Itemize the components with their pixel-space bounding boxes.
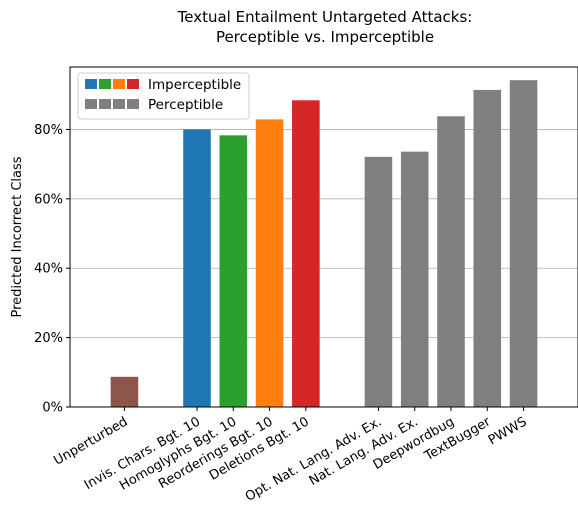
chart-title: Textual Entailment Untargeted Attacks: Pe…	[177, 8, 473, 46]
y-axis-label: Predicted Incorrect Class	[10, 156, 25, 317]
legend-swatch	[113, 99, 125, 109]
grid-lines	[70, 129, 578, 339]
y-axis-ticks: 0% 20% 40% 60% 80%	[34, 123, 70, 416]
bar	[292, 100, 320, 407]
chart-title-line-2: Perceptible vs. Imperceptible	[216, 28, 434, 46]
bar	[400, 151, 429, 407]
legend-label: Imperceptible	[148, 77, 241, 93]
legend-swatch	[85, 79, 97, 89]
legend-swatch	[113, 79, 125, 89]
y-tick-label: 40%	[34, 262, 63, 277]
bar	[255, 119, 284, 407]
bar	[364, 156, 393, 407]
bar	[219, 135, 248, 408]
axes-frame	[69, 66, 578, 408]
legend: Imperceptible Perceptible	[77, 72, 250, 120]
x-tick-label: PWWS	[486, 414, 530, 448]
y-tick-label: 80%	[34, 123, 63, 138]
y-tick-label: 0%	[42, 401, 63, 416]
legend-swatch	[127, 99, 139, 109]
bar	[110, 376, 139, 407]
y-tick-label: 20%	[34, 331, 63, 346]
plot-frame	[69, 66, 578, 408]
y-tick-label: 60%	[34, 192, 63, 207]
bar	[183, 129, 211, 407]
legend-swatch	[99, 99, 111, 109]
bars	[110, 80, 538, 408]
legend-label: Perceptible	[148, 97, 223, 113]
bar	[437, 116, 465, 407]
chart-title-line-1: Textual Entailment Untargeted Attacks:	[177, 8, 473, 26]
legend-swatch	[85, 99, 97, 109]
legend-swatch	[127, 79, 139, 89]
bar	[473, 89, 502, 408]
bar	[509, 80, 538, 408]
legend-swatch	[99, 79, 111, 89]
